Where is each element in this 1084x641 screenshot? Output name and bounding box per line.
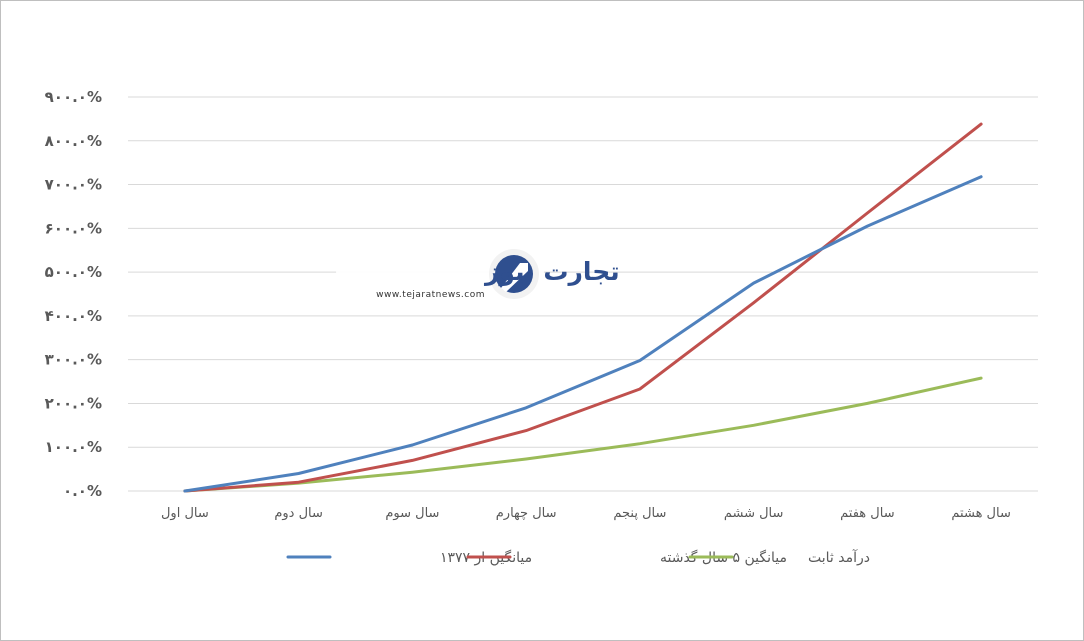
series-line bbox=[183, 175, 983, 493]
x-tick-label: سال سوم bbox=[385, 506, 439, 521]
tejaratnews-logo-icon bbox=[489, 249, 539, 299]
y-tick-label: ۴۰۰.۰% bbox=[45, 307, 102, 325]
y-tick-label: ۱۰۰.۰% bbox=[45, 438, 102, 456]
watermark-url: www.tejaratnews.com bbox=[376, 290, 485, 300]
y-tick-label: ۹۰۰.۰% bbox=[45, 88, 102, 106]
series-lines bbox=[183, 122, 983, 493]
series-line bbox=[183, 376, 983, 493]
x-tick-label: سال هفتم bbox=[840, 506, 894, 521]
y-tick-label: ۰.۰% bbox=[63, 482, 102, 500]
watermark-brand: تجارت نیوز bbox=[483, 257, 620, 287]
x-tick-label: سال هشتم bbox=[951, 506, 1010, 521]
y-tick-label: ۶۰۰.۰% bbox=[45, 219, 102, 237]
x-tick-label: سال ششم bbox=[724, 506, 784, 521]
y-tick-label: ۲۰۰.۰% bbox=[45, 394, 102, 412]
x-tick-label: سال پنجم bbox=[613, 506, 666, 521]
y-tick-label: ۳۰۰.۰% bbox=[45, 351, 102, 369]
series-line bbox=[183, 122, 983, 493]
watermark-logo: تجارت نیوز www.tejaratnews.com bbox=[336, 243, 620, 306]
x-axis-ticks: سال اول سال دوم سال سوم سال چهارم سال پنجم سا… bbox=[161, 506, 1011, 521]
y-tick-label: ۷۰۰.۰% bbox=[45, 176, 102, 194]
y-tick-label: ۸۰۰.۰% bbox=[45, 132, 102, 150]
y-axis-ticks: ۰.۰% ۱۰۰.۰% ۲۰۰.۰% ۳۰۰.۰% ۴۰۰.۰% ۵۰۰.۰% ۶۰۰.۰%… bbox=[45, 88, 102, 500]
x-tick-label: سال چهارم bbox=[496, 506, 557, 521]
legend-label: درآمد ثابت bbox=[808, 549, 870, 566]
x-tick-label: سال دوم bbox=[274, 506, 323, 521]
y-tick-label: ۵۰۰.۰% bbox=[45, 263, 102, 281]
x-tick-label: سال اول bbox=[161, 506, 209, 521]
watermark-background bbox=[336, 243, 544, 306]
gridlines bbox=[128, 96, 1038, 492]
